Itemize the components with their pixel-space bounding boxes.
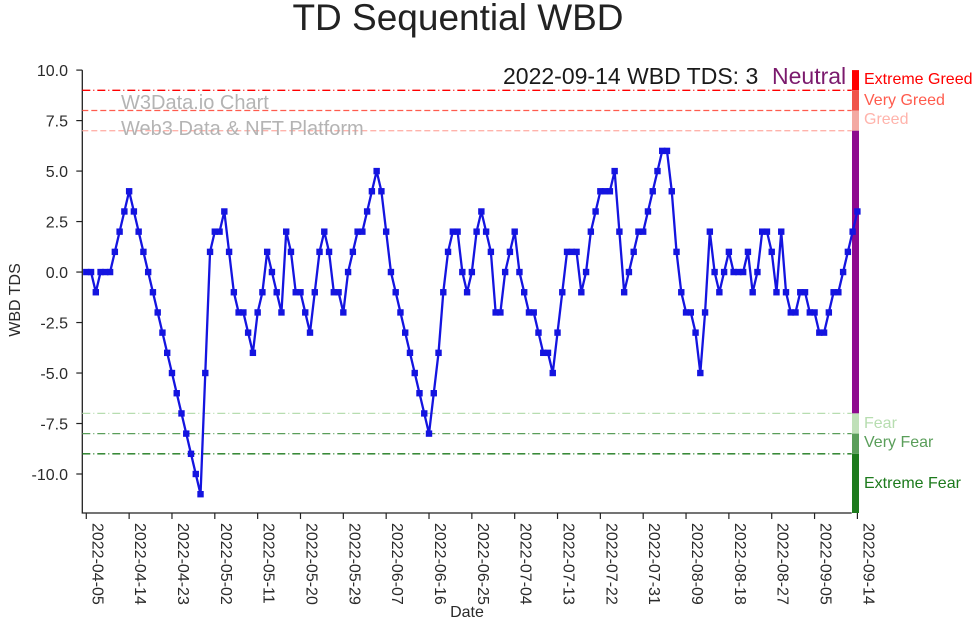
svg-text:2022-06-07: 2022-06-07 [388,523,405,605]
svg-text:Neutral: Neutral [772,63,846,89]
svg-text:Very Fear: Very Fear [864,434,934,451]
svg-text:WBD TDS: WBD TDS [7,263,24,336]
svg-text:2022-08-27: 2022-08-27 [774,523,791,605]
svg-text:Very Greed: Very Greed [864,92,945,109]
svg-text:-5.0: -5.0 [40,366,68,383]
svg-text:Fear: Fear [864,415,898,432]
svg-text:2022-04-14: 2022-04-14 [131,523,148,605]
svg-text:5.0: 5.0 [46,164,68,181]
svg-text:2022-06-16: 2022-06-16 [431,523,448,605]
svg-text:7.5: 7.5 [46,114,68,131]
svg-text:Date: Date [450,604,484,621]
svg-text:2022-09-14: 2022-09-14 [859,523,876,605]
svg-text:2.5: 2.5 [46,215,68,232]
svg-text:2022-05-11: 2022-05-11 [260,523,277,604]
svg-text:2022-05-20: 2022-05-20 [302,523,319,605]
svg-text:-10.0: -10.0 [32,467,69,484]
svg-text:-7.5: -7.5 [40,417,68,434]
svg-text:2022-05-29: 2022-05-29 [345,523,362,605]
svg-text:10.0: 10.0 [37,63,68,80]
svg-text:2022-08-09: 2022-08-09 [688,523,705,605]
svg-text:Extreme Fear: Extreme Fear [864,475,962,492]
svg-text:2022-06-25: 2022-06-25 [474,523,491,605]
svg-text:Extreme Greed: Extreme Greed [864,71,972,88]
svg-text:0.0: 0.0 [46,265,68,282]
svg-text:2022-09-14 WBD TDS: 3: 2022-09-14 WBD TDS: 3 [503,63,758,89]
svg-text:Greed: Greed [864,111,908,128]
svg-text:Web3 Data & NFT Platform: Web3 Data & NFT Platform [121,118,364,140]
svg-text:2022-07-31: 2022-07-31 [645,523,662,605]
svg-text:2022-04-05: 2022-04-05 [88,523,105,605]
svg-text:2022-09-05: 2022-09-05 [817,523,834,605]
svg-text:2022-04-23: 2022-04-23 [174,523,191,605]
svg-text:2022-07-04: 2022-07-04 [517,523,534,605]
svg-text:2022-08-18: 2022-08-18 [731,523,748,605]
svg-text:W3Data.io Chart: W3Data.io Chart [121,92,269,114]
svg-text:2022-07-13: 2022-07-13 [560,523,577,605]
svg-text:2022-07-22: 2022-07-22 [602,523,619,605]
svg-text:2022-05-02: 2022-05-02 [217,523,234,605]
svg-text:-2.5: -2.5 [40,316,68,333]
